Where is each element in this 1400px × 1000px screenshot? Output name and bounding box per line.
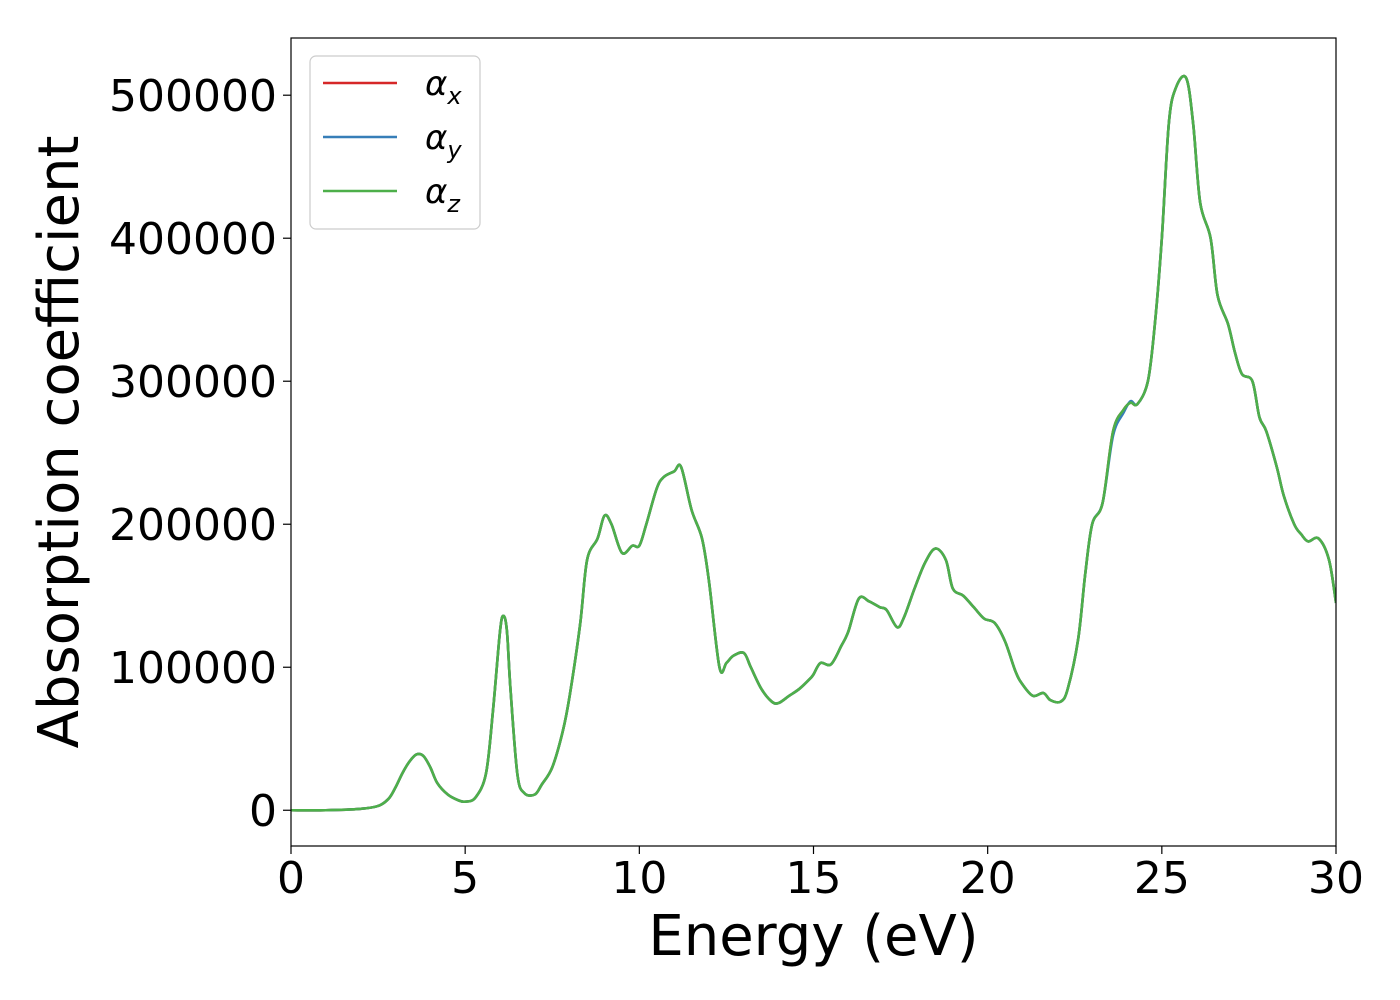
x-tick-label: 20 xyxy=(960,853,1016,904)
series-layer xyxy=(291,74,1336,812)
legend-label: αy xyxy=(425,118,462,164)
legend-label: αz xyxy=(425,172,461,218)
legend-box xyxy=(309,55,481,230)
y-tick-label: 100000 xyxy=(109,643,277,694)
y-tick-label: 200000 xyxy=(109,500,277,551)
y-axis-title: Absorption coefficient xyxy=(27,136,92,749)
legend-subscript: z xyxy=(446,190,461,218)
legend-label: αx xyxy=(425,64,462,110)
y-axis: 0 100000 200000 300000 400000 500000 xyxy=(109,71,291,837)
x-tick-label: 30 xyxy=(1308,853,1364,904)
y-tick-label: 500000 xyxy=(109,71,277,122)
legend-symbol: α xyxy=(425,64,447,104)
legend-subscript: x xyxy=(446,82,462,110)
legend-subscript: y xyxy=(446,136,462,164)
x-tick-label: 10 xyxy=(611,853,667,904)
y-tick-label: 300000 xyxy=(109,357,277,408)
x-tick-label: 0 xyxy=(277,853,305,904)
y-tick-label: 400000 xyxy=(109,214,277,265)
x-tick-label: 5 xyxy=(451,853,479,904)
series-line-alpha-z xyxy=(291,74,1336,812)
y-tick-label: 0 xyxy=(249,786,277,837)
legend-symbol: α xyxy=(425,172,447,212)
x-tick-label: 15 xyxy=(786,853,842,904)
x-axis-title: Energy (eV) xyxy=(648,904,978,969)
x-tick-label: 25 xyxy=(1134,853,1190,904)
legend-symbol: α xyxy=(425,118,447,158)
x-axis: 0 5 10 15 20 25 30 xyxy=(277,846,1364,904)
